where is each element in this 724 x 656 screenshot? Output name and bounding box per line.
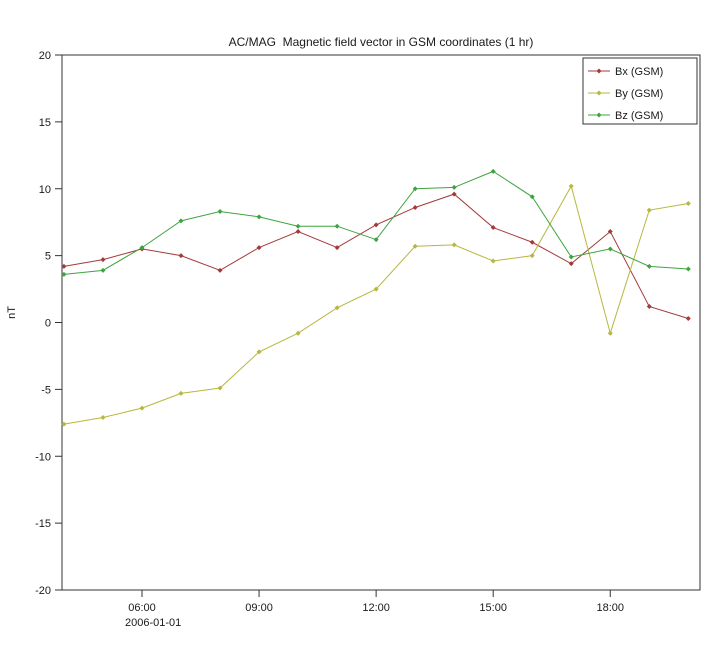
- data-point-marker: [100, 414, 106, 420]
- chart-title: AC/MAG Magnetic field vector in GSM coor…: [228, 35, 534, 49]
- x-tick-label: 09:00: [245, 602, 273, 614]
- data-point-marker: [490, 225, 496, 231]
- x-tick-label: 06:00: [128, 602, 156, 614]
- y-tick-label: -20: [35, 585, 51, 597]
- legend-item-by-gsm: By (GSM): [588, 88, 663, 100]
- data-point-marker: [295, 330, 301, 336]
- data-point-marker: [217, 385, 223, 391]
- data-point-marker: [451, 242, 457, 248]
- data-point-marker: [685, 200, 691, 206]
- data-point-marker: [217, 267, 223, 273]
- data-point-marker: [373, 222, 379, 228]
- data-point-marker: [373, 237, 379, 243]
- data-point-marker: [596, 112, 602, 118]
- data-point-marker: [568, 183, 574, 189]
- y-tick-label: -15: [35, 518, 51, 530]
- data-point-marker: [412, 186, 418, 192]
- data-point-marker: [646, 263, 652, 269]
- data-point-marker: [412, 243, 418, 249]
- data-point-marker: [490, 258, 496, 264]
- y-tick-label: -5: [41, 384, 51, 396]
- data-point-marker: [568, 254, 574, 260]
- data-point-marker: [178, 218, 184, 224]
- data-point-marker: [596, 90, 602, 96]
- y-tick-label: -10: [35, 451, 51, 463]
- legend-item-bx-gsm: Bx (GSM): [588, 66, 663, 78]
- data-point-marker: [373, 286, 379, 292]
- data-point-marker: [295, 229, 301, 235]
- series-line-bx-gsm: [63, 193, 689, 319]
- data-point-marker: [568, 261, 574, 267]
- legend-label: Bz (GSM): [615, 110, 663, 122]
- data-point-marker: [100, 267, 106, 273]
- y-tick-label: 5: [45, 251, 51, 263]
- data-point-marker: [295, 223, 301, 229]
- data-point-marker: [334, 223, 340, 229]
- plot-frame: [61, 54, 701, 591]
- data-point-marker: [256, 214, 262, 220]
- data-point-marker: [178, 253, 184, 259]
- data-point-marker: [217, 208, 223, 214]
- legend: Bx (GSM) By (GSM) Bz (GSM): [582, 57, 698, 125]
- data-point-marker: [61, 421, 67, 427]
- data-point-marker: [685, 315, 691, 321]
- data-point-marker: [139, 245, 145, 251]
- data-point-marker: [412, 204, 418, 210]
- data-point-marker: [61, 263, 67, 269]
- x-axis-date-label: 2006-01-01: [125, 617, 181, 629]
- y-tick-label: 20: [39, 50, 51, 62]
- x-tick-label: 18:00: [596, 602, 624, 614]
- legend-box: [582, 57, 698, 125]
- y-tick-label: 15: [39, 117, 51, 129]
- legend-label: By (GSM): [615, 88, 663, 100]
- data-point-marker: [685, 266, 691, 272]
- data-point-marker: [490, 168, 496, 174]
- y-tick-label: 10: [39, 184, 51, 196]
- x-tick-label: 15:00: [479, 602, 507, 614]
- data-point-marker: [529, 194, 535, 200]
- data-point-marker: [256, 349, 262, 355]
- y-tick-label: 0: [45, 318, 51, 330]
- data-point-marker: [451, 184, 457, 190]
- data-point-marker: [334, 245, 340, 251]
- data-point-marker: [61, 271, 67, 277]
- x-tick-label: 12:00: [362, 602, 390, 614]
- data-point-marker: [646, 207, 652, 213]
- legend-item-bz-gsm: Bz (GSM): [588, 110, 663, 122]
- data-point-marker: [646, 303, 652, 309]
- data-point-marker: [334, 305, 340, 311]
- data-point-marker: [100, 257, 106, 263]
- series-line-by-gsm: [63, 184, 689, 425]
- data-point-marker: [529, 253, 535, 259]
- data-point-marker: [139, 405, 145, 411]
- data-point-marker: [256, 245, 262, 251]
- data-point-marker: [178, 390, 184, 396]
- data-point-marker: [529, 239, 535, 245]
- legend-label: Bx (GSM): [615, 66, 663, 78]
- data-point-marker: [607, 246, 613, 252]
- data-point-marker: [607, 330, 613, 336]
- data-point-marker: [451, 191, 457, 197]
- data-point-marker: [607, 229, 613, 235]
- data-point-marker: [596, 68, 602, 74]
